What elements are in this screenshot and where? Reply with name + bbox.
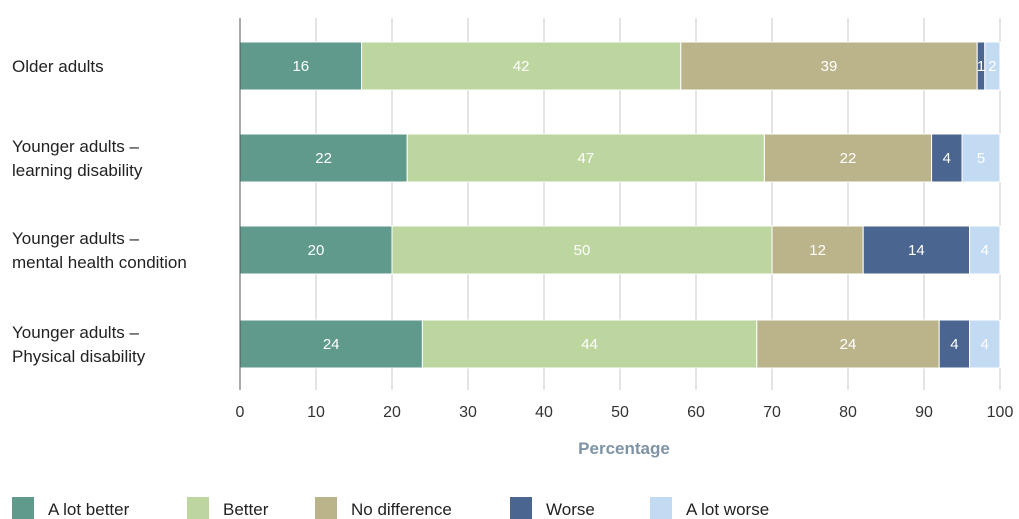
- bar-value-label: 24: [840, 336, 857, 353]
- x-tick-label: 0: [236, 404, 245, 421]
- bar-value-label: 5: [977, 150, 985, 167]
- bar-segment: [931, 133, 963, 183]
- bars: 16 42 39 1 222 47 22 4 520 50 12 14 424 44 24 4 4: [239, 41, 1001, 369]
- bar-value-label: 4: [943, 150, 951, 167]
- bar-value-label: 14: [908, 242, 925, 259]
- bar-segment: [969, 319, 1001, 369]
- legend: A lot better Better No difference Worse A lo…: [12, 497, 769, 519]
- category-labels: Older adults Younger adults – learning dis…: [12, 57, 187, 366]
- bar-segment: [680, 41, 978, 91]
- bar-segment: [756, 319, 940, 369]
- bar-value-label: 4: [981, 242, 989, 259]
- bar-value-label: 22: [840, 150, 857, 167]
- legend-swatch: [12, 497, 34, 519]
- bar-value-label: 47: [577, 150, 594, 167]
- bar-segment: [969, 225, 1001, 275]
- x-tick-label: 10: [307, 404, 325, 421]
- category-label: Older adults: [12, 57, 104, 76]
- bar-segment: [984, 41, 1001, 91]
- x-tick-label: 50: [611, 404, 629, 421]
- category-label: Younger adults – mental health condition: [12, 229, 187, 272]
- x-tick-label: 30: [459, 404, 477, 421]
- legend-swatch: [650, 497, 672, 519]
- legend-label: A lot worse: [686, 500, 769, 519]
- bar-segment: [763, 133, 933, 183]
- bar-segment: [862, 225, 971, 275]
- bar-segment: [406, 133, 765, 183]
- bar-value-label: 1: [977, 58, 985, 75]
- legend-label: Better: [223, 500, 269, 519]
- x-tick-label: 70: [763, 404, 781, 421]
- legend-label: A lot better: [48, 500, 130, 519]
- x-tick-label: 40: [535, 404, 553, 421]
- bar-value-label: 2: [988, 58, 996, 75]
- legend-swatch: [315, 497, 337, 519]
- bar-segment: [361, 41, 682, 91]
- bar-value-label: 22: [315, 150, 332, 167]
- x-tick-label: 60: [687, 404, 705, 421]
- bar-segment: [421, 319, 758, 369]
- x-tick-label: 100: [987, 404, 1014, 421]
- legend-label: Worse: [546, 500, 595, 519]
- x-tick-label: 20: [383, 404, 401, 421]
- x-tick-label: 90: [915, 404, 933, 421]
- legend-swatch: [510, 497, 532, 519]
- bar-value-label: 44: [581, 336, 598, 353]
- bar-value-label: 16: [292, 58, 309, 75]
- category-label: Younger adults – Physical disability: [12, 323, 146, 366]
- bar-value-label: 4: [981, 336, 989, 353]
- bar-segment: [239, 319, 423, 369]
- bar-value-label: 24: [323, 336, 340, 353]
- bar-segment: [771, 225, 864, 275]
- bar-value-label: 42: [513, 58, 530, 75]
- bar-value-label: 20: [308, 242, 325, 259]
- bar-value-label: 4: [950, 336, 958, 353]
- x-tick-label: 80: [839, 404, 857, 421]
- x-axis: 0 10 20 30 40 50 60 70 80 90 100: [236, 18, 1014, 421]
- x-axis-title: Percentage: [578, 439, 670, 458]
- legend-swatch: [187, 497, 209, 519]
- legend-label: No difference: [351, 500, 452, 519]
- category-label: Younger adults – learning disability: [12, 137, 143, 180]
- bar-segment: [961, 133, 1001, 183]
- bar-value-label: 12: [809, 242, 826, 259]
- bar-value-label: 50: [574, 242, 591, 259]
- bar-value-label: 39: [821, 58, 838, 75]
